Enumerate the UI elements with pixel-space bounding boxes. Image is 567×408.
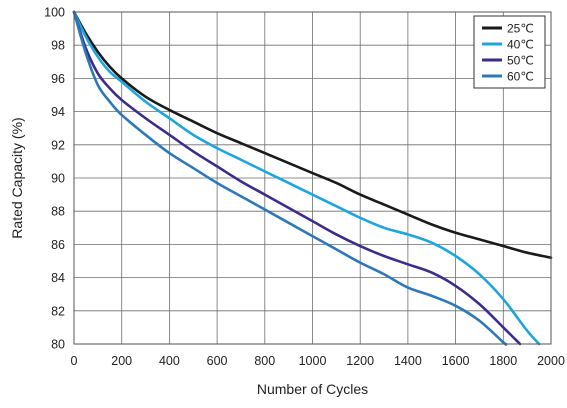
legend-label: 25℃ xyxy=(507,22,534,36)
y-tick-label: 90 xyxy=(51,172,65,186)
series-line-1 xyxy=(72,10,541,346)
x-tick-label: 1800 xyxy=(489,354,517,368)
x-tick-label: 800 xyxy=(254,354,275,368)
x-tick-label: 400 xyxy=(159,354,180,368)
x-tick-label: 600 xyxy=(207,354,228,368)
x-tick-label: 0 xyxy=(71,354,78,368)
series-line-0 xyxy=(72,10,553,259)
x-tick-label: 1400 xyxy=(394,354,422,368)
series-line-2 xyxy=(72,10,522,346)
x-tick-label: 2000 xyxy=(537,354,565,368)
legend-label: 40℃ xyxy=(507,38,534,52)
y-tick-label: 82 xyxy=(51,304,65,318)
y-tick-label: 98 xyxy=(51,39,65,53)
y-tick-label: 94 xyxy=(51,105,65,119)
plot-frame xyxy=(73,11,552,345)
x-tick-label: 1600 xyxy=(442,354,470,368)
legend-label: 50℃ xyxy=(507,54,534,68)
y-tick-labels: 80 82 84 86 88 90 92 94 96 98 100 xyxy=(44,6,65,352)
y-axis-label: Rated Capacity (%) xyxy=(9,117,25,238)
x-tick-label: 1000 xyxy=(299,354,327,368)
y-tick-label: 96 xyxy=(51,72,65,86)
legend-label: 60℃ xyxy=(507,70,534,84)
y-tick-label: 88 xyxy=(51,205,65,219)
y-tick-label: 86 xyxy=(51,238,65,252)
series-line-3 xyxy=(72,10,508,346)
series-lines xyxy=(72,10,553,346)
y-tick-label: 100 xyxy=(44,6,65,20)
x-tick-label: 1200 xyxy=(346,354,374,368)
y-tick-label: 84 xyxy=(51,271,65,285)
x-axis-label: Number of Cycles xyxy=(257,381,368,397)
x-tick-labels: 0 200 400 600 800 1000 1200 1400 1600 1800 2000 xyxy=(71,354,565,368)
y-tick-label: 92 xyxy=(51,138,65,152)
legend: 25℃ 40℃ 50℃ 60℃ xyxy=(473,15,546,89)
x-tick-label: 200 xyxy=(111,354,132,368)
y-tick-label: 80 xyxy=(51,338,65,352)
